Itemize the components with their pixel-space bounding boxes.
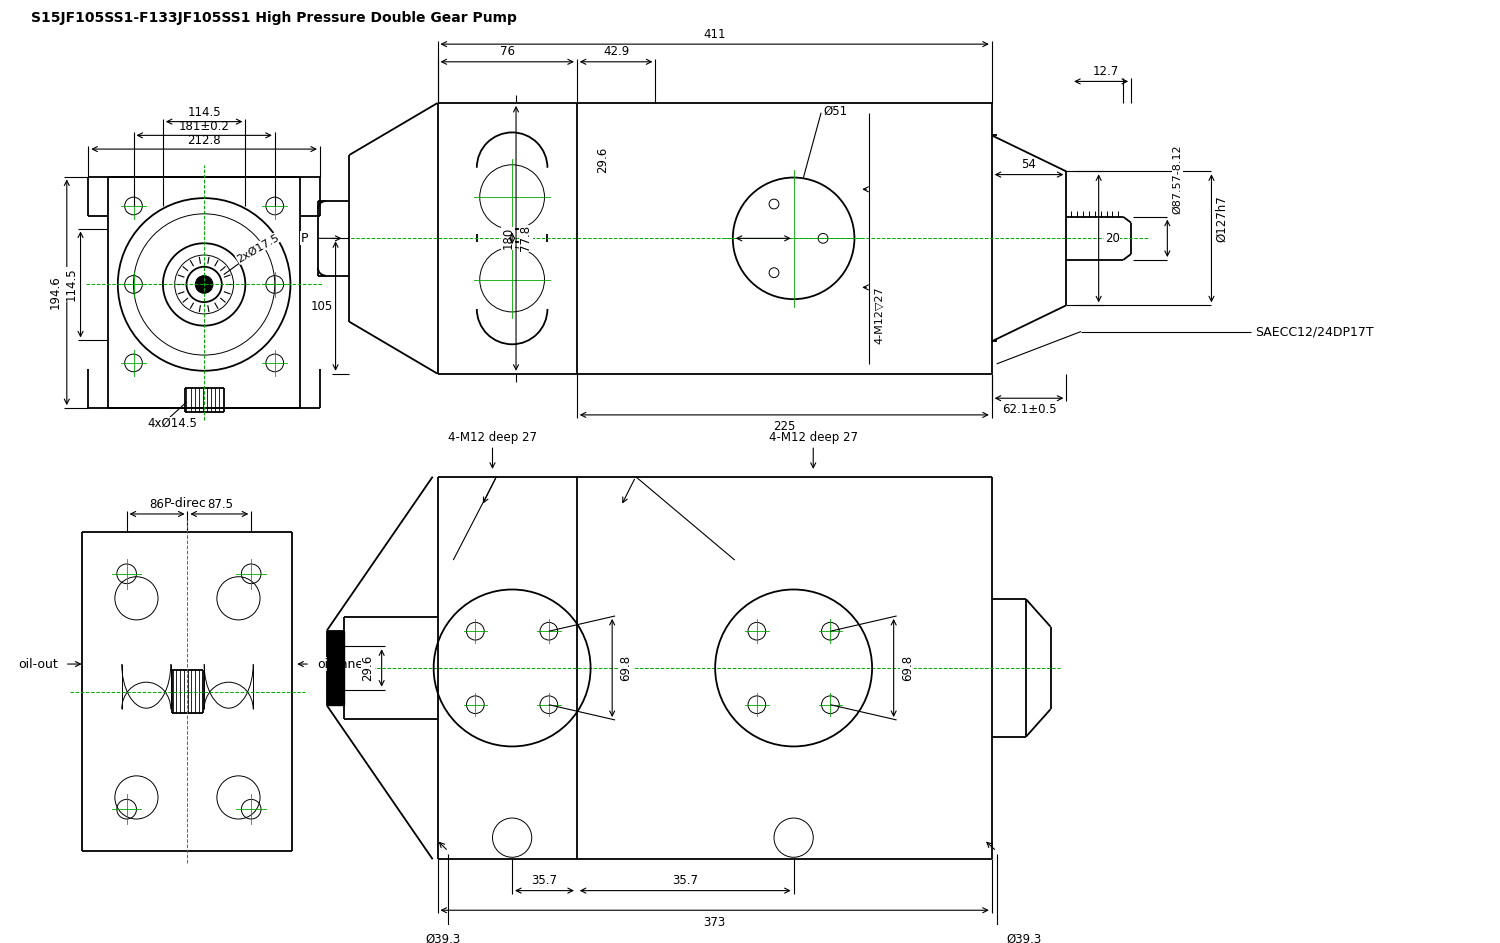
Text: 20: 20 bbox=[1106, 232, 1120, 245]
Text: 35.7: 35.7 bbox=[672, 874, 698, 887]
Text: 29.6: 29.6 bbox=[362, 654, 375, 681]
Text: 12.7: 12.7 bbox=[1092, 65, 1119, 78]
Text: oil-out: oil-out bbox=[18, 657, 58, 670]
Text: 114.5: 114.5 bbox=[64, 268, 76, 301]
Bar bbox=[327, 631, 345, 705]
Text: 114.5: 114.5 bbox=[188, 107, 220, 120]
Text: P-direction: P-direction bbox=[164, 497, 231, 509]
Text: Ø51: Ø51 bbox=[824, 105, 848, 117]
Text: SAECC12/24DP17T: SAECC12/24DP17T bbox=[1256, 325, 1374, 338]
Text: 54: 54 bbox=[1022, 158, 1036, 172]
Text: 180: 180 bbox=[501, 227, 515, 250]
Text: 181±0.2: 181±0.2 bbox=[178, 120, 230, 133]
Text: 2xØ17.5: 2xØ17.5 bbox=[236, 232, 280, 264]
Text: 35.7: 35.7 bbox=[531, 874, 558, 887]
Text: 4-M12 deep 27: 4-M12 deep 27 bbox=[448, 431, 537, 444]
Text: S15JF105SS1-F133JF105SS1 High Pressure Double Gear Pump: S15JF105SS1-F133JF105SS1 High Pressure D… bbox=[30, 10, 516, 25]
Text: 77.8: 77.8 bbox=[519, 225, 532, 252]
Text: 69.8: 69.8 bbox=[902, 654, 914, 681]
Text: oil-innet: oil-innet bbox=[316, 657, 368, 670]
Text: Ø39.3: Ø39.3 bbox=[426, 934, 460, 943]
Text: 62.1±0.5: 62.1±0.5 bbox=[1002, 404, 1056, 417]
Text: 225: 225 bbox=[772, 421, 795, 433]
Text: 42.9: 42.9 bbox=[603, 45, 628, 58]
Text: 105: 105 bbox=[310, 300, 333, 312]
Text: 194.6: 194.6 bbox=[48, 275, 62, 309]
Text: 29.6: 29.6 bbox=[596, 147, 609, 173]
Text: 4-M12 deep 27: 4-M12 deep 27 bbox=[768, 431, 858, 444]
Text: 411: 411 bbox=[704, 28, 726, 41]
Text: P: P bbox=[300, 232, 307, 245]
Text: 87.5: 87.5 bbox=[207, 498, 232, 511]
Text: 76: 76 bbox=[500, 45, 514, 58]
Text: 86: 86 bbox=[150, 498, 165, 511]
Text: 69.8: 69.8 bbox=[620, 654, 633, 681]
Text: 373: 373 bbox=[704, 916, 726, 929]
Text: 212.8: 212.8 bbox=[188, 134, 220, 147]
Text: Ø87.57-8.12: Ø87.57-8.12 bbox=[1172, 144, 1182, 214]
Text: Ø127h7: Ø127h7 bbox=[1215, 195, 1228, 242]
Circle shape bbox=[195, 275, 213, 293]
Text: Ø39.3: Ø39.3 bbox=[1007, 934, 1041, 943]
Text: 4xØ14.5: 4xØ14.5 bbox=[147, 417, 196, 430]
Text: 4-M12▽27: 4-M12▽27 bbox=[874, 286, 884, 343]
